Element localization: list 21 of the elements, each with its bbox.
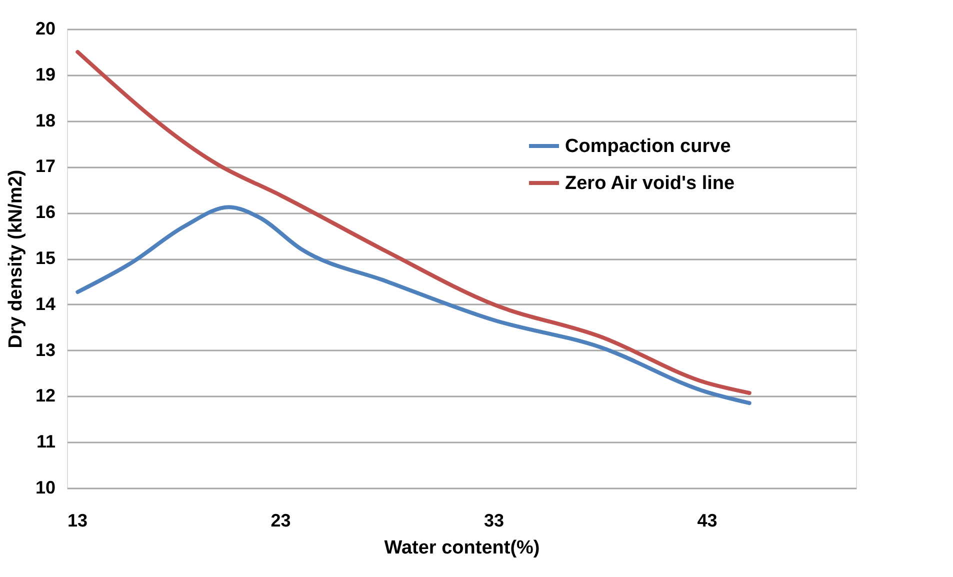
y-tick-label: 17: [35, 156, 56, 176]
y-tick-label: 11: [36, 432, 56, 452]
y-tick-label: 18: [35, 110, 56, 130]
y-tick-label: 20: [35, 18, 56, 38]
y-tick-label: 19: [35, 64, 56, 84]
x-axis-title: Water content(%): [384, 538, 540, 558]
y-tick-label: 13: [35, 340, 56, 360]
y-tick-label: 16: [35, 202, 56, 222]
x-tick-label: 43: [697, 510, 718, 530]
x-tick-label: 23: [270, 510, 291, 530]
y-tick-label: 12: [35, 386, 56, 406]
legend-label: Compaction curve: [565, 136, 731, 157]
y-tick-label: 14: [35, 294, 56, 314]
y-axis-title: Dry density (kN/m2): [5, 170, 26, 348]
y-tick-label: 15: [35, 248, 56, 268]
legend-label: Zero Air void's line: [565, 173, 735, 194]
x-tick-label: 33: [484, 510, 504, 530]
line-series: [76, 50, 752, 395]
line-series: [76, 205, 752, 406]
x-tick-label: 13: [68, 510, 88, 530]
y-tick-label: 10: [35, 478, 56, 498]
